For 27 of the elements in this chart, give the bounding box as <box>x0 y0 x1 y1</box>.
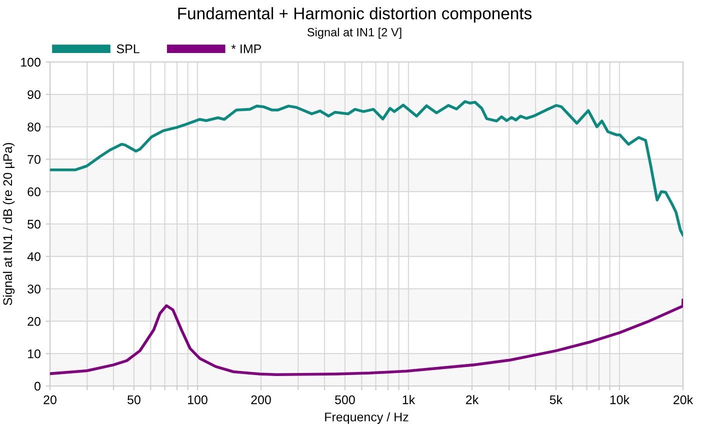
y-tick-label: 30 <box>28 284 40 294</box>
x-axis-title: Frequency / Hz <box>325 412 408 424</box>
y-tick-label: 10 <box>28 349 40 358</box>
legend-label: * IMP <box>231 44 262 54</box>
x-tick-label: 20 <box>44 395 56 404</box>
x-tick-label: 500 <box>335 395 355 404</box>
y-tick-label: 70 <box>28 155 40 164</box>
x-tick-label: 1k <box>402 395 416 404</box>
x-tick-label: 20k <box>674 395 694 404</box>
y-tick-label: 90 <box>28 90 40 100</box>
x-tick-label: 10k <box>610 395 630 404</box>
x-tick-label: 50 <box>128 395 140 404</box>
y-tick-label: 40 <box>27 252 40 262</box>
y-tick-label: 60 <box>28 187 40 196</box>
chart-subtitle: Signal at IN1 [2 V] <box>307 28 402 39</box>
x-tick-label: 100 <box>188 395 208 404</box>
legend-label: SPL <box>116 44 140 54</box>
y-tick-label: 80 <box>28 122 40 132</box>
y-tick-label: 0 <box>34 382 40 391</box>
chart-title: Fundamental + Harmonic distortion components <box>178 7 532 23</box>
y-tick-label: 50 <box>28 220 40 229</box>
x-tick-label: 5k <box>550 395 563 404</box>
y-tick-label: 100 <box>21 58 40 67</box>
x-tick-label: 2k <box>466 395 479 404</box>
x-tick-label: 200 <box>251 395 271 404</box>
y-tick-label: 20 <box>28 317 40 326</box>
y-axis-title: Signal at IN1 / dB (re 20 µPa) <box>2 143 15 306</box>
